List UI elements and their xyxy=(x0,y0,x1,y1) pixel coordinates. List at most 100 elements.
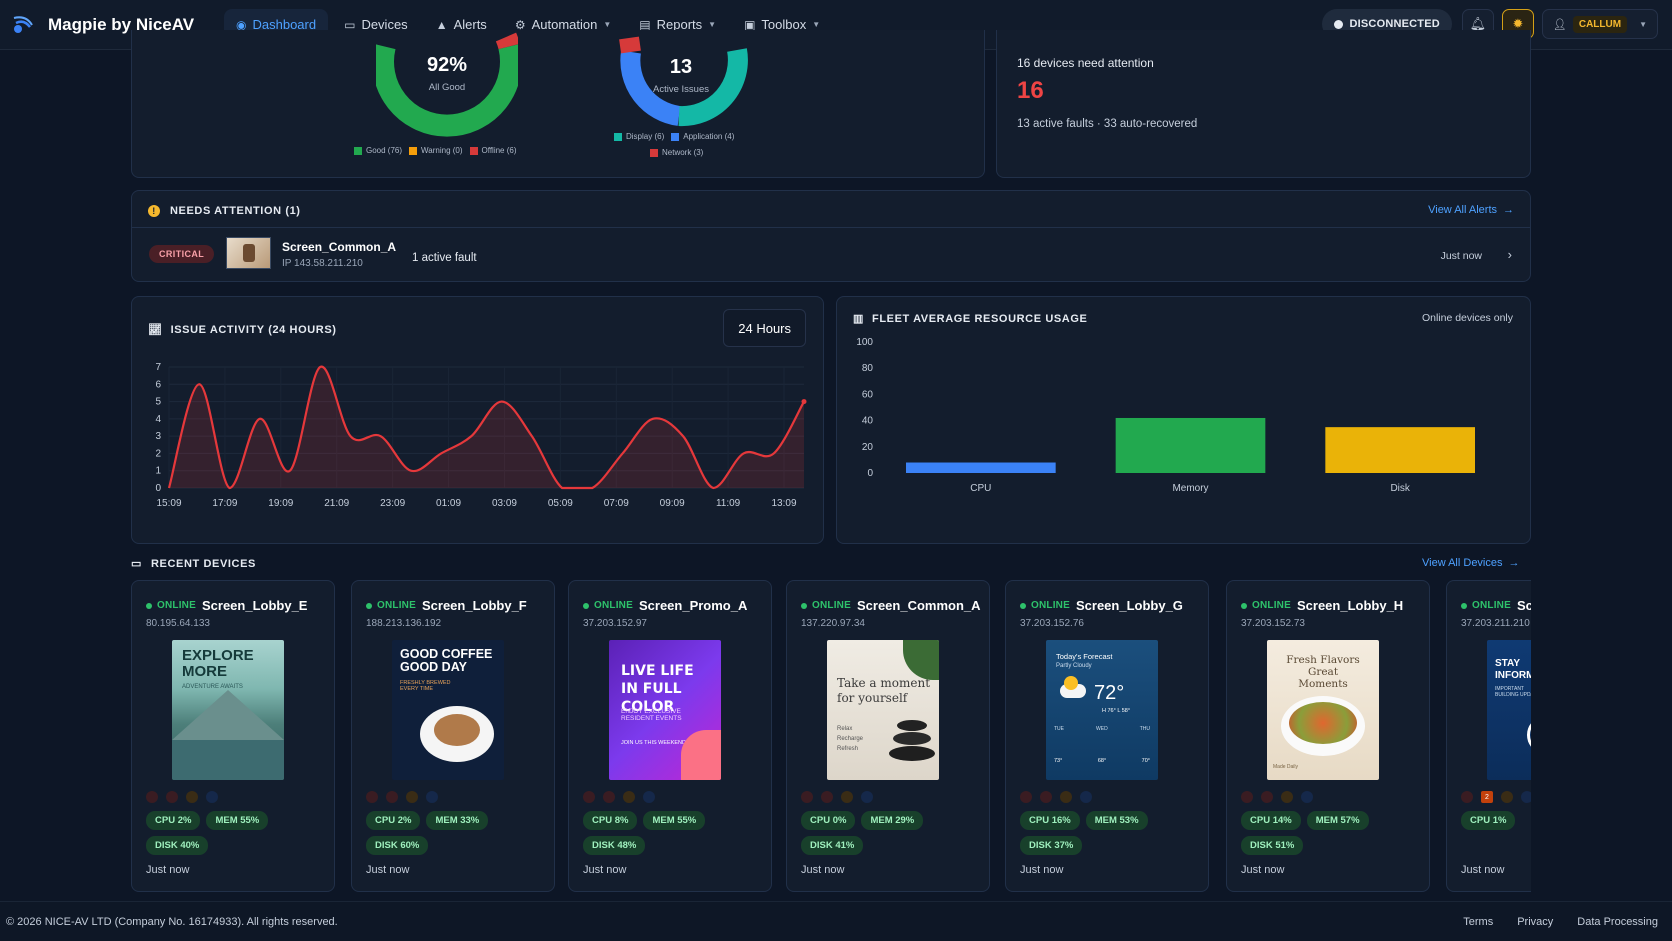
footer-links: Terms Privacy Data Processing xyxy=(1439,916,1658,928)
x-tick-label: 07:09 xyxy=(604,498,629,509)
attention-row[interactable]: CRITICAL Screen_Common_A IP 143.58.211.2… xyxy=(132,228,1530,282)
device-card-header: ONLINE Sc xyxy=(1461,598,1531,613)
view-all-devices-link[interactable]: View All Devices → xyxy=(1422,557,1520,569)
device-last-seen: Just now xyxy=(366,864,410,876)
device-screenshot[interactable]: LIVE LIFE IN FULL COLOR ENJOY EXCLUSIVE RE… xyxy=(609,640,721,780)
status-dot-icon xyxy=(841,791,853,803)
status-dot-icon xyxy=(1020,791,1032,803)
main-nav: ◉ Dashboard ▭ Devices ▲ Alerts ⚙ Automation ▼… xyxy=(224,8,836,41)
online-dot-icon xyxy=(801,602,807,609)
device-status: ONLINE xyxy=(1031,600,1070,611)
nav-alerts[interactable]: ▲ Alerts xyxy=(424,9,499,41)
device-name[interactable]: Screen_Lobby_F xyxy=(421,598,527,613)
device-screenshot[interactable]: STAYINFORMEDIMPORTANT BUILDING UPDATESi xyxy=(1487,640,1531,780)
status-dot-icon xyxy=(1080,791,1092,803)
device-thumbnail xyxy=(226,237,271,269)
device-card[interactable]: ONLINE Screen_Lobby_H 37.203.152.73 Fres… xyxy=(1226,580,1430,892)
x-tick-label: Memory xyxy=(1172,483,1208,494)
nav-automation-label: Automation xyxy=(531,17,598,32)
y-tick-label: 4 xyxy=(155,414,161,425)
terms-link[interactable]: Terms xyxy=(1463,916,1494,928)
device-card[interactable]: ONLINE Screen_Lobby_F 188.213.136.192 GO… xyxy=(351,580,555,892)
status-dot-icon xyxy=(1461,791,1473,803)
monitor-icon: ▭ xyxy=(344,17,356,32)
nav-devices[interactable]: ▭ Devices xyxy=(332,9,420,41)
nav-reports[interactable]: ▤ Reports ▼ xyxy=(627,9,728,41)
attention-summary-count: 16 xyxy=(1017,77,1044,104)
legend-application: Application (4) xyxy=(671,132,734,141)
status-dot-icon xyxy=(1501,791,1513,803)
status-dot-icon xyxy=(406,791,418,803)
user-menu-button[interactable]: 👤︎ CALLUM ▼ xyxy=(1541,9,1658,39)
device-name[interactable]: Sc xyxy=(1516,598,1531,613)
bar-chart-icon: ▥ xyxy=(853,313,864,325)
data-processing-link[interactable]: Data Processing xyxy=(1577,916,1658,928)
privacy-link[interactable]: Privacy xyxy=(1517,916,1554,928)
poster-text: Fresh Flavors Great Moments xyxy=(1286,654,1360,690)
poster-footer: Made Daily xyxy=(1273,764,1299,770)
x-tick-label: 05:09 xyxy=(548,498,573,509)
device-status: ONLINE xyxy=(1252,600,1291,611)
nav-toolbox[interactable]: ▣ Toolbox ▼ xyxy=(732,9,832,41)
device-screenshot[interactable]: Fresh Flavors Great Moments Made Daily xyxy=(1267,640,1379,780)
legend-good: Good (76) xyxy=(354,146,402,155)
nav-dashboard[interactable]: ◉ Dashboard xyxy=(224,8,329,41)
cpu-usage-pill: CPU 2% xyxy=(146,811,201,830)
cpu-usage-pill: CPU 8% xyxy=(583,811,638,830)
recent-devices-list: ONLINE Screen_Lobby_E 80.195.64.133 EXPL… xyxy=(131,580,1531,892)
device-name[interactable]: Screen_Lobby_G xyxy=(1075,598,1183,613)
legend-network: Network (3) xyxy=(650,148,703,157)
device-card[interactable]: ONLINE Sc 37.203.211.210 STAYINFORMED IMP… xyxy=(1446,580,1531,892)
device-card[interactable]: ONLINE Screen_Promo_A 37.203.152.97 LIVE… xyxy=(568,580,772,892)
poster-text: EXPLORE MORE xyxy=(182,647,254,680)
status-dot-icon xyxy=(1060,791,1072,803)
device-name[interactable]: Screen_Promo_A xyxy=(638,598,748,613)
y-tick-label: 1 xyxy=(155,466,161,477)
online-dot-icon xyxy=(1020,602,1026,609)
device-screenshot[interactable]: GOOD COFFEE GOOD DAY FRESHLY BREWED EVERY … xyxy=(392,640,504,780)
health-donut-value: 92% xyxy=(426,54,468,76)
status-dot-icon xyxy=(1040,791,1052,803)
online-dot-icon xyxy=(1461,602,1467,609)
device-name[interactable]: Screen_Common_A xyxy=(856,598,981,613)
health-donut-label: All Good xyxy=(428,82,466,93)
chevron-down-icon: ▼ xyxy=(708,20,717,29)
device-card[interactable]: ONLINE Screen_Lobby_G 37.203.152.76 Toda… xyxy=(1005,580,1209,892)
online-dot-icon xyxy=(583,602,589,609)
y-tick-label: 60 xyxy=(862,389,874,400)
divider xyxy=(132,227,1530,228)
poster-subtext: FRESHLY BREWED EVERY TIME xyxy=(400,680,451,692)
time-range-label: 24 Hours xyxy=(738,320,791,336)
device-name[interactable]: Screen_Lobby_H xyxy=(1296,598,1404,613)
health-donut-offline-arc xyxy=(495,32,518,50)
device-screenshot[interactable]: Today's Forecast Partly Cloudy 72° H 76° L … xyxy=(1046,640,1158,780)
issues-donut-application-arc xyxy=(678,48,748,127)
disk-usage-pill: DISK 37% xyxy=(1020,836,1083,855)
robot-icon: ⚙ xyxy=(514,17,526,32)
device-card[interactable]: ONLINE Screen_Common_A 137.220.97.34 Tak… xyxy=(786,580,990,892)
device-card[interactable]: ONLINE Screen_Lobby_E 80.195.64.133 EXPL… xyxy=(131,580,335,892)
nav-automation[interactable]: ⚙ Automation ▼ xyxy=(503,9,623,41)
attention-when: Just now xyxy=(1440,250,1482,262)
issue-area-fill xyxy=(169,366,804,488)
monitor-icon: ▭ xyxy=(131,558,142,570)
brand[interactable]: Magpie by NiceAV xyxy=(10,13,210,37)
legend-display-label: Display (6) xyxy=(626,132,665,141)
mem-usage-pill: MEM 33% xyxy=(426,811,489,830)
device-screenshot[interactable]: Take a moment for yourself Relax Recharge Re… xyxy=(827,640,939,780)
status-dot-icon xyxy=(1281,791,1293,803)
device-card-header: ONLINE Screen_Lobby_G xyxy=(1020,598,1183,613)
device-screenshot[interactable]: EXPLORE MORE ADVENTURE AWAITS xyxy=(172,640,284,780)
device-status: ONLINE xyxy=(157,600,196,611)
chart-icon: ▤ xyxy=(639,17,651,32)
device-name[interactable]: Screen_Lobby_E xyxy=(201,598,308,613)
issue-activity-title: ISSUE ACTIVITY (24 HOURS) xyxy=(170,323,337,336)
disk-usage-pill: DISK 41% xyxy=(801,836,864,855)
poster-subtitle: Partly Cloudy xyxy=(1056,663,1092,669)
y-tick-label: 7 xyxy=(155,362,161,373)
status-dot-icon xyxy=(206,791,218,803)
view-all-alerts-link[interactable]: View All Alerts → xyxy=(1428,204,1514,216)
issue-activity-chart: 0 1 2 3 4 5 6 7 15:09 17:09 19:09 21:09 23:09 01:09 03… xyxy=(155,362,807,509)
x-tick-label: 19:09 xyxy=(268,498,293,509)
time-range-select[interactable]: 24 Hours xyxy=(723,309,806,347)
